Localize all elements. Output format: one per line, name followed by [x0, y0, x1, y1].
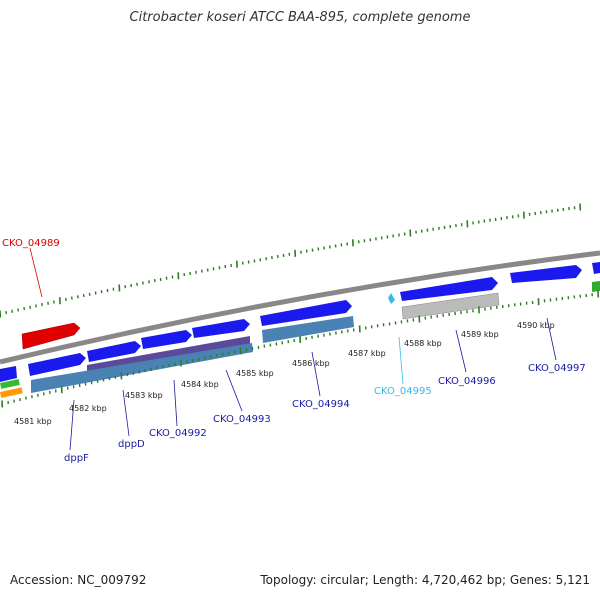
tick-label-4584: 4584 kbp [181, 380, 219, 389]
leader-cko-04992 [173, 379, 178, 427]
tick-labels: 4581 kbp 4582 kbp 4583 kbp 4584 kbp 4585… [14, 321, 555, 426]
label-cko-04997[interactable]: CKO_04997 [528, 363, 586, 374]
gene-dppd[interactable] [87, 341, 141, 362]
tick-label-4588: 4588 kbp [404, 339, 442, 348]
leader-cko-04989 [29, 247, 43, 298]
label-cko-04989[interactable]: CKO_04989 [2, 238, 60, 249]
gene-partial-left[interactable] [0, 366, 17, 382]
gene-cko-04997[interactable] [510, 265, 582, 283]
leader-lines [29, 247, 557, 451]
map-title: Citrobacter koseri ATCC BAA-895, complet… [129, 10, 471, 25]
leader-cko-04995 [398, 336, 404, 385]
genome-backbone [0, 250, 600, 365]
leader-dppd [122, 389, 130, 437]
accession-text: Accession: NC_009792 [10, 573, 147, 587]
gene-partial-right[interactable] [592, 262, 600, 274]
label-cko-04996[interactable]: CKO_04996 [438, 376, 496, 387]
tick-label-4582: 4582 kbp [69, 404, 107, 413]
purple-band [87, 336, 250, 373]
label-cko-04993[interactable]: CKO_04993 [213, 414, 271, 425]
label-dppd[interactable]: dppD [118, 439, 145, 450]
label-cko-04994[interactable]: CKO_04994 [292, 399, 350, 410]
leader-cko-04994 [311, 351, 321, 397]
green-feature-right [592, 281, 600, 292]
gene-cko-04992[interactable] [141, 330, 192, 349]
label-cko-04992[interactable]: CKO_04992 [149, 428, 207, 439]
leader-cko-04997 [546, 317, 557, 361]
feature-track [0, 262, 600, 398]
tick-label-4585: 4585 kbp [236, 369, 274, 378]
tick-label-4583: 4583 kbp [125, 391, 163, 400]
gene-labels: dppF dppD CKO_04992 CKO_04993 CKO_04994 … [2, 238, 586, 464]
rna-band-mid [262, 316, 354, 343]
label-dppf[interactable]: dppF [64, 453, 89, 464]
gene-cko-04993[interactable] [192, 319, 250, 338]
tick-label-4587: 4587 kbp [348, 349, 386, 358]
gene-cko-04994[interactable] [260, 300, 352, 326]
leader-dppf [69, 399, 75, 451]
outer-tick-track [0, 203, 582, 318]
orange-feature [0, 387, 23, 398]
gene-cko-04995[interactable] [388, 293, 395, 304]
leader-cko-04993 [225, 369, 243, 412]
gene-cko-04989[interactable] [21, 322, 81, 350]
gene-cko-04996[interactable] [400, 277, 498, 301]
genome-summary-text: Topology: circular; Length: 4,720,462 bp… [260, 573, 590, 587]
leader-cko-04996 [455, 329, 467, 373]
inner-tick-track [1, 290, 600, 408]
label-cko-04995[interactable]: CKO_04995 [374, 386, 432, 397]
grey-band [401, 292, 500, 320]
tick-label-4586: 4586 kbp [292, 359, 330, 368]
green-feature [0, 379, 20, 389]
rna-band-left [31, 343, 253, 393]
tick-label-4589: 4589 kbp [461, 330, 499, 339]
gene-dppf[interactable] [28, 353, 86, 376]
tick-label-4590: 4590 kbp [517, 321, 555, 330]
tick-label-4581: 4581 kbp [14, 417, 52, 426]
